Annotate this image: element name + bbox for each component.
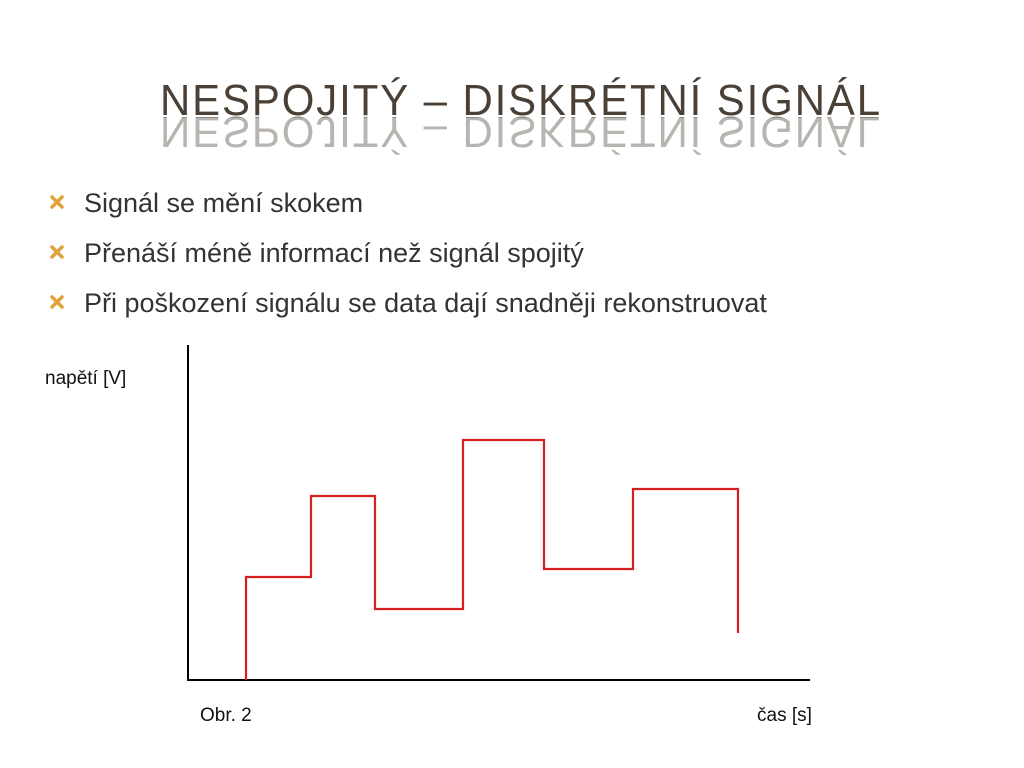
bullet-list: Signál se mění skokem Přenáší méně infor… [50, 188, 767, 318]
figure: napětí [V] Obr. 2 čas [s] [45, 345, 812, 726]
bullet-text: Přenáší méně informací než signál spojit… [84, 238, 584, 268]
reflection-fade [0, 118, 1024, 258]
bullet-marker [50, 195, 64, 309]
signal [244, 438, 740, 680]
bullet-text: Signál se mění skokem [84, 188, 363, 218]
x-axis-label: čas [s] [757, 705, 812, 726]
y-axis-label: napětí [V] [45, 368, 126, 389]
bullet-text: Při poškození signálu se data dají snadn… [84, 288, 767, 318]
caption: Obr. 2 [200, 705, 252, 726]
title-reflection: NESPOJITÝ – DISKRÉTNÍ SIGNÁL [160, 107, 882, 156]
slide-title: NESPOJITÝ – DISKRÉTNÍ SIGNÁL [160, 76, 882, 125]
